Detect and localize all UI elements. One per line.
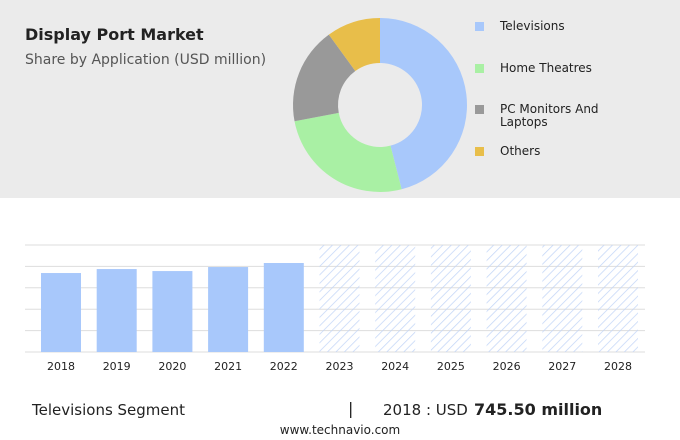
forecast-bar — [542, 245, 583, 352]
x-tick-label: 2028 — [604, 360, 632, 373]
separator: | — [348, 399, 354, 418]
forecast-bar — [486, 245, 527, 352]
bar — [263, 263, 304, 352]
donut-segment — [380, 18, 467, 190]
legend-label: PC Monitors And Laptops — [500, 102, 599, 129]
legend-swatch — [475, 22, 484, 31]
forecast-bar — [598, 245, 638, 352]
x-tick-label: 2021 — [214, 360, 242, 373]
bar — [96, 269, 137, 352]
source: www.technavio.com — [279, 423, 401, 437]
donut-segment — [328, 18, 380, 72]
x-tick-label: 2019 — [103, 360, 131, 373]
legend-swatch — [475, 64, 484, 73]
x-tick-label: 2027 — [548, 360, 576, 373]
legend-label: Televisions — [500, 19, 565, 33]
x-tick-label: 2022 — [270, 360, 298, 373]
bar — [152, 271, 193, 352]
x-tick-label: 2023 — [326, 360, 354, 373]
legend-swatch — [475, 147, 484, 156]
subtitle: Share by Application (USD million) — [25, 52, 267, 68]
title: Display Port Market — [25, 25, 204, 44]
x-tick-label: 2026 — [493, 360, 521, 373]
forecast-bar — [319, 245, 360, 352]
segment: Televisions Segment — [32, 401, 186, 419]
forecast-bar — [430, 245, 471, 352]
x-tick-label: 2018 — [47, 360, 75, 373]
forecast-bar — [375, 245, 416, 352]
legend-label: Others — [500, 144, 541, 158]
value-label: 745.50 million — [474, 400, 603, 419]
legend-label: Home Theatres — [500, 61, 592, 75]
donut-segment — [294, 112, 402, 192]
x-tick-label: 2025 — [437, 360, 465, 373]
donut-segment — [293, 34, 356, 122]
x-tick-label: 2020 — [158, 360, 186, 373]
year-label: 2018 : USD — [383, 401, 468, 419]
bar — [208, 267, 249, 352]
bar — [41, 273, 81, 352]
x-tick-label: 2024 — [381, 360, 409, 373]
legend-swatch — [475, 105, 484, 114]
